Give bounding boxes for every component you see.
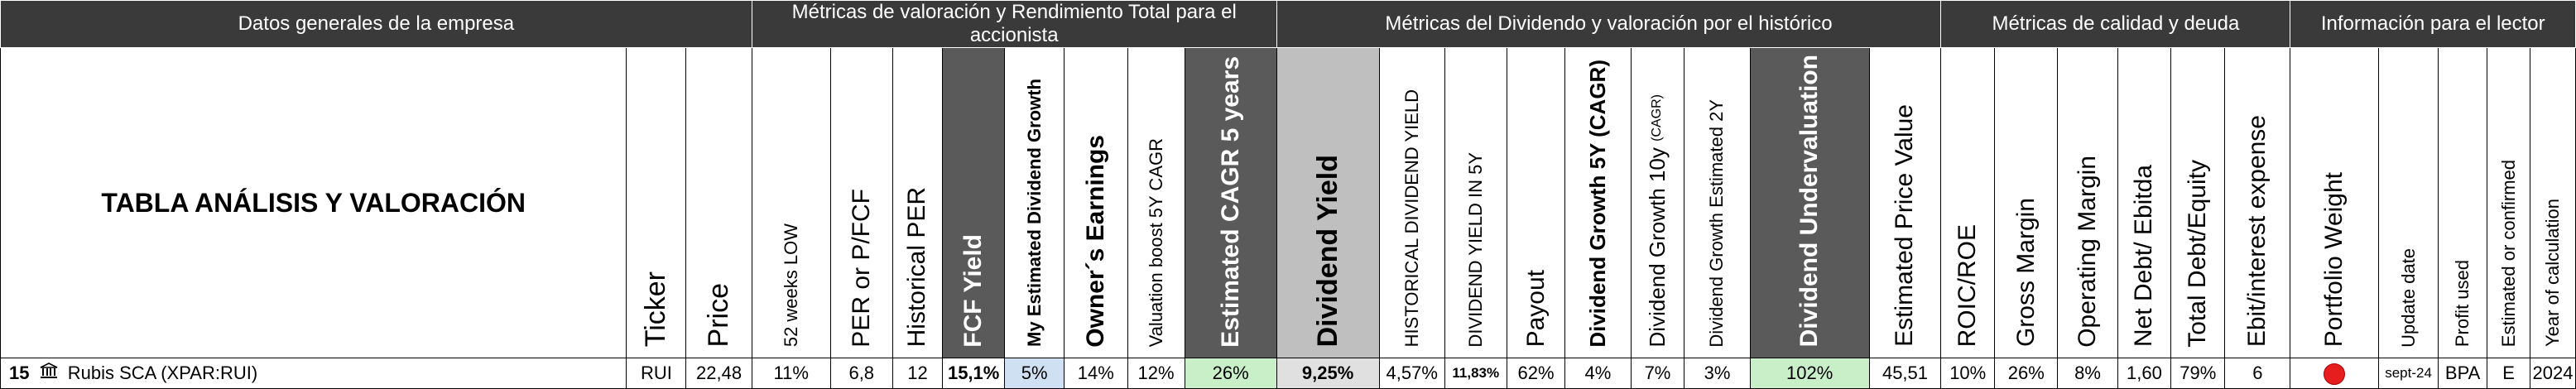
header-portfolio-weight: Portfolio Weight <box>2290 46 2380 359</box>
header-per: PER or P/FCF <box>829 46 893 359</box>
company-name: Rubis SCA (XPAR:RUI) <box>67 363 258 384</box>
header-historical-per: Historical PER <box>892 46 944 359</box>
cell-ticker: RUI <box>626 358 687 389</box>
header-my-dividend-growth: My Estimated Dividend Growth <box>1004 46 1065 359</box>
cell-dividend-growth-10y: 7% <box>1630 358 1685 389</box>
company-cell: 15 Rubis SCA (XPAR:RUI) <box>0 358 627 389</box>
header-dividend-growth-2y: Dividend Growth Estimated 2Y <box>1684 46 1751 359</box>
cell-ebit-interest: 6 <box>2224 358 2291 389</box>
header-price: Price <box>685 46 752 359</box>
cell-operating-margin: 8% <box>2057 358 2118 389</box>
header-dividend-yield-5y: DIVIDEND YIELD IN 5Y <box>1444 46 1507 359</box>
header-estimated-confirmed: Estimated or confirmed <box>2487 46 2531 359</box>
cell-per: 6,8 <box>829 358 893 389</box>
header-update-date: Update date <box>2378 46 2439 359</box>
cell-net-debt-ebitda: 1,60 <box>2117 358 2172 389</box>
cell-estimated-price: 45,51 <box>1868 358 1942 389</box>
header-dividend-growth-5y: Dividend Growth 5Y (CAGR) <box>1564 46 1632 359</box>
cell-update-date: sept-24 <box>2378 358 2439 389</box>
table-row: 15 Rubis SCA (XPAR:RUI) RUI 22,48 11% 6,… <box>0 358 2576 389</box>
cell-dividend-growth-2y: 3% <box>1684 358 1751 389</box>
header-valuation-boost: Valuation boost 5Y CAGR <box>1127 46 1185 359</box>
header-operating-margin: Operating Margin <box>2057 46 2118 359</box>
cell-estimated-cagr: 26% <box>1184 358 1277 389</box>
cell-gross-margin: 26% <box>1994 358 2059 389</box>
header-gross-margin: Gross Margin <box>1994 46 2059 359</box>
cell-dividend-growth-5y: 4% <box>1564 358 1632 389</box>
header-dividend-undervaluation: Dividend Undervaluation <box>1749 46 1870 359</box>
table-title: TABLA ANÁLISIS Y VALORACIÓN <box>0 46 627 359</box>
header-estimated-cagr: Estimated CAGR 5 years <box>1184 46 1277 359</box>
cell-price: 22,48 <box>685 358 752 389</box>
group-reader: Información para el lector <box>2290 0 2576 48</box>
cell-52w-low: 11% <box>751 358 831 389</box>
header-total-debt-equity: Total Debt/Equity <box>2170 46 2226 359</box>
red-dot-icon <box>2324 363 2346 385</box>
cell-estimated-confirmed: E <box>2487 358 2531 389</box>
header-dividend-yield: Dividend Yield <box>1276 46 1380 359</box>
cell-payout: 62% <box>1506 358 1566 389</box>
bank-icon <box>40 363 58 384</box>
header-52w-low: 52 weeks LOW <box>751 46 831 359</box>
cell-historical-per: 12 <box>892 358 944 389</box>
cell-roic-roe: 10% <box>1940 358 1996 389</box>
cell-profit-used: BPA <box>2438 358 2488 389</box>
header-roic-roe: ROIC/ROE <box>1940 46 1996 359</box>
cell-fcf-yield: 15,1% <box>942 358 1006 389</box>
cell-dividend-yield: 9,25% <box>1276 358 1380 389</box>
header-historical-dividend-yield: HISTORICAL DIVIDEND YIELD <box>1378 46 1445 359</box>
cell-owners-earnings: 14% <box>1064 358 1128 389</box>
cell-valuation-boost: 12% <box>1127 358 1185 389</box>
header-estimated-price: Estimated Price Value <box>1868 46 1942 359</box>
header-fcf-yield: FCF Yield <box>942 46 1006 359</box>
cell-year-calculation: 2024 <box>2530 358 2576 389</box>
cell-my-dividend-growth: 5% <box>1004 358 1065 389</box>
header-profit-used: Profit used <box>2438 46 2488 359</box>
cell-portfolio-weight <box>2290 358 2380 389</box>
group-valuation: Métricas de valoración y Rendimiento Tot… <box>751 0 1277 48</box>
header-dividend-growth-10y: Dividend Growth 10y (CAGR) <box>1630 46 1685 359</box>
header-year-calculation: Year of calculation <box>2530 46 2576 359</box>
header-owners-earnings: Owner´s Earnings <box>1064 46 1128 359</box>
cell-dividend-yield-5y: 11,83% <box>1444 358 1507 389</box>
header-ebit-interest: Ebit/interest expense <box>2224 46 2291 359</box>
group-general: Datos generales de la empresa <box>0 0 752 48</box>
group-quality: Métricas de calidad y deuda <box>1940 0 2291 48</box>
cell-total-debt-equity: 79% <box>2170 358 2226 389</box>
header-payout: Payout <box>1506 46 1566 359</box>
header-net-debt-ebitda: Net Debt/ Ebitda <box>2117 46 2172 359</box>
header-ticker: Ticker <box>626 46 687 359</box>
group-dividend: Métricas del Dividendo y valoración por … <box>1276 0 1942 48</box>
row-number: 15 <box>9 363 30 384</box>
cell-historical-dividend-yield: 4,57% <box>1378 358 1445 389</box>
cell-dividend-undervaluation: 102% <box>1749 358 1870 389</box>
